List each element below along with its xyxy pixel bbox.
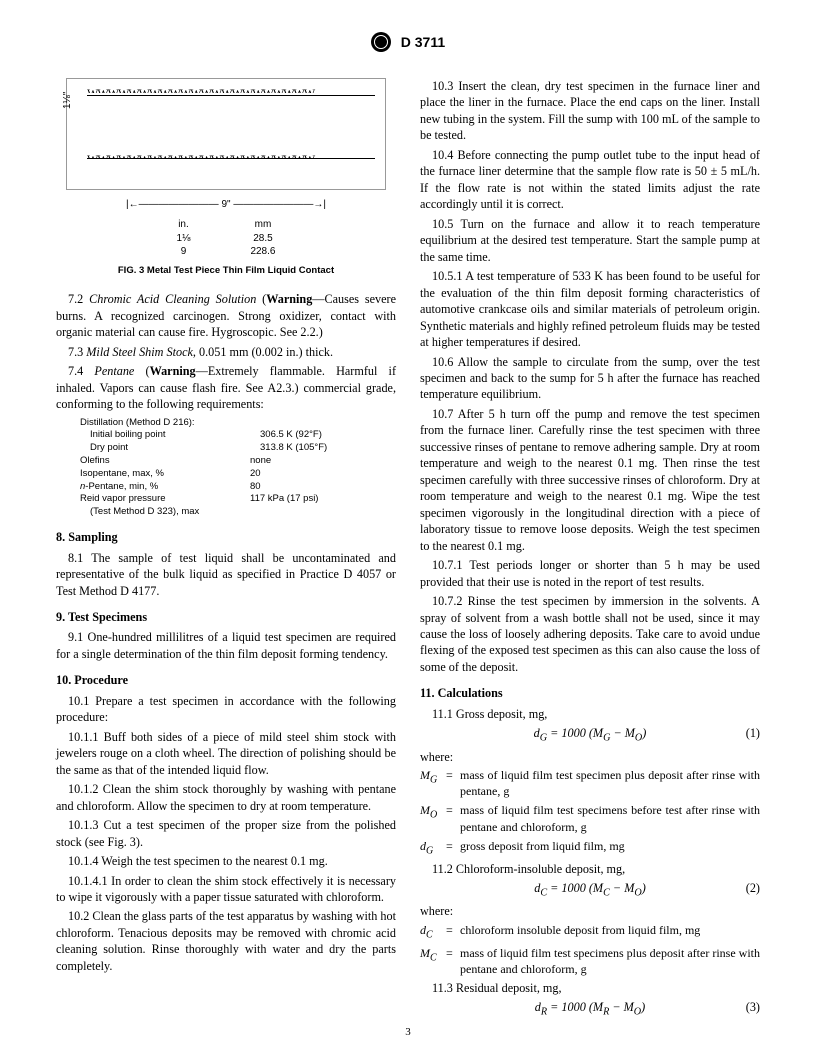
- where-row: dG=gross deposit from liquid film, mg: [420, 838, 760, 858]
- para-10-2: 10.2 Clean the glass parts of the test a…: [56, 908, 396, 974]
- para-7-2: 7.2 Chromic Acid Cleaning Solution (Warn…: [56, 291, 396, 340]
- para-10-1-2: 10.1.2 Clean the shim stock thoroughly b…: [56, 781, 396, 814]
- para-10-3: 10.3 Insert the clean, dry test specimen…: [420, 78, 760, 144]
- figure-3-drawing: 1⅛" |←———————— 9" ————————→|: [66, 78, 386, 190]
- para-11-1: 11.1 Gross deposit, mg,: [420, 706, 760, 722]
- para-8-1: 8.1 The sample of test liquid shall be u…: [56, 550, 396, 599]
- figure-unit-table: in. 1⅛ 9 mm 28.5 228.6: [56, 218, 396, 259]
- para-10-7-1: 10.7.1 Test periods longer or shorter th…: [420, 557, 760, 590]
- equation-3: dR = 1000 (MR − MO)(3): [420, 999, 760, 1019]
- astm-logo-icon: [371, 32, 391, 52]
- para-10-5-1: 10.5.1 A test temperature of 533 K has b…: [420, 268, 760, 350]
- where-2: where:: [420, 903, 760, 919]
- page-number: 3: [0, 1026, 816, 1038]
- para-10-6: 10.6 Allow the sample to circulate from …: [420, 354, 760, 403]
- para-10-1-3: 10.1.3 Cut a test specimen of the proper…: [56, 817, 396, 850]
- para-11-2: 11.2 Chloroform-insoluble deposit, mg,: [420, 861, 760, 877]
- section-9-head: 9. Test Specimens: [56, 609, 396, 625]
- para-7-4: 7.4 Pentane (Warning—Extremely flammable…: [56, 363, 396, 412]
- para-7-3: 7.3 Mild Steel Shim Stock, 0.051 mm (0.0…: [56, 344, 396, 360]
- where-row: MC=mass of liquid film test specimens pl…: [420, 945, 760, 977]
- right-column: 10.3 Insert the clean, dry test specimen…: [420, 78, 760, 1023]
- figure-dim-horizontal: |←———————— 9" ————————→|: [67, 198, 385, 212]
- section-11-head: 11. Calculations: [420, 685, 760, 701]
- two-column-body: 1⅛" |←———————— 9" ————————→| in. 1⅛ 9 mm…: [56, 78, 760, 1023]
- page: D 3711 1⅛" |←———————— 9" ————————→| in. …: [0, 0, 816, 1056]
- para-10-1-4: 10.1.4 Weigh the test specimen to the ne…: [56, 853, 396, 869]
- where-row: dC=chloroform insoluble deposit from liq…: [420, 922, 760, 942]
- para-10-7: 10.7 After 5 h turn off the pump and rem…: [420, 406, 760, 554]
- equation-2: dC = 1000 (MC − MO)(2): [420, 880, 760, 900]
- para-10-4: 10.4 Before connecting the pump outlet t…: [420, 147, 760, 213]
- designation: D 3711: [401, 34, 445, 50]
- section-10-head: 10. Procedure: [56, 672, 396, 688]
- where-row: MG=mass of liquid film test specimen plu…: [420, 767, 760, 799]
- para-10-7-2: 10.7.2 Rinse the test specimen by immers…: [420, 593, 760, 675]
- running-head: D 3711: [0, 32, 816, 52]
- figure-dim-vertical: 1⅛": [61, 92, 75, 109]
- para-11-3: 11.3 Residual deposit, mg,: [420, 980, 760, 996]
- section-8-head: 8. Sampling: [56, 529, 396, 545]
- pentane-spec-table: Distillation (Method D 216): Initial boi…: [80, 417, 396, 520]
- para-9-1: 9.1 One-hundred millilitres of a liquid …: [56, 629, 396, 662]
- where-1: where:: [420, 749, 760, 765]
- figure-3-caption: FIG. 3 Metal Test Piece Thin Film Liquid…: [56, 265, 396, 278]
- para-10-1-1: 10.1.1 Buff both sides of a piece of mil…: [56, 729, 396, 778]
- para-10-1: 10.1 Prepare a test specimen in accordan…: [56, 693, 396, 726]
- left-column: 1⅛" |←———————— 9" ————————→| in. 1⅛ 9 mm…: [56, 78, 396, 1023]
- para-10-5: 10.5 Turn on the furnace and allow it to…: [420, 216, 760, 265]
- para-10-1-4-1: 10.1.4.1 In order to clean the shim stoc…: [56, 873, 396, 906]
- where-row: MO=mass of liquid film test specimens be…: [420, 802, 760, 834]
- equation-1: dG = 1000 (MG − MO)(1): [420, 725, 760, 745]
